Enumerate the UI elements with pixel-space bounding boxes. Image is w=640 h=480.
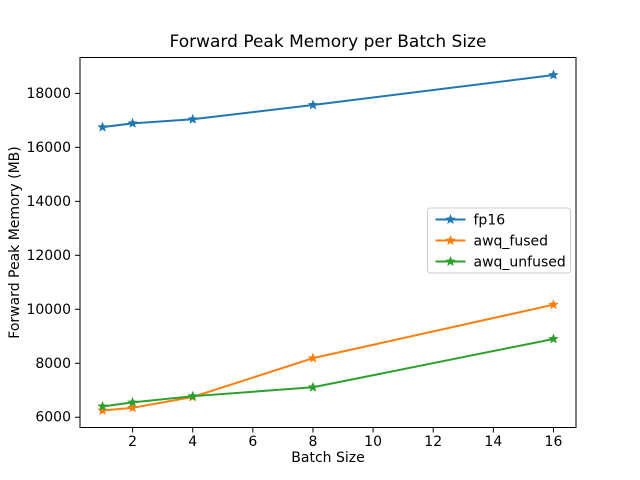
chart-title: Forward Peak Memory per Batch Size <box>170 32 487 52</box>
y-tick-label: 16000 <box>26 140 71 156</box>
y-tick-label: 10000 <box>26 302 71 318</box>
series-awq_fused-marker <box>307 352 319 363</box>
y-tick-label: 18000 <box>26 86 71 102</box>
x-tick-label: 8 <box>309 434 318 450</box>
x-tick-label: 10 <box>364 434 382 450</box>
legend-marker-awq_fused <box>445 235 456 245</box>
plot-area <box>79 57 577 428</box>
series-awq_fused-marker <box>548 299 559 310</box>
series-awq_unfused-marker <box>187 390 198 401</box>
x-tick-label: 2 <box>128 434 137 450</box>
series-awq_unfused-marker <box>97 400 108 411</box>
y-tick-label: 6000 <box>35 410 71 426</box>
series-awq_unfused-marker <box>127 396 138 407</box>
series-awq_fused-line <box>102 303 554 412</box>
series-fp16-marker <box>548 69 559 80</box>
x-tick-label: 14 <box>484 434 502 450</box>
y-tick-label: 12000 <box>26 248 71 264</box>
series-awq_unfused-marker <box>307 381 319 392</box>
legend-marker-awq_unfused <box>445 256 456 266</box>
series-fp16-line <box>102 74 554 129</box>
series-awq_fused-marker <box>97 405 108 415</box>
x-tick-label: 4 <box>188 434 197 450</box>
legend-box <box>427 207 571 274</box>
x-tick-label: 6 <box>248 434 257 450</box>
series-fp16-marker <box>307 99 319 110</box>
series-awq_unfused-marker <box>548 333 559 344</box>
x-axis-label: Batch Size <box>291 450 364 466</box>
legend-marker-fp16 <box>445 214 456 224</box>
legend-label-awq_fused: awq_fused <box>474 234 549 250</box>
x-tick-label: 16 <box>545 434 563 450</box>
y-tick-label: 8000 <box>35 356 71 372</box>
series-awq_fused-marker <box>127 402 138 413</box>
series-awq_unfused-line <box>102 337 554 408</box>
y-axis-label: Forward Peak Memory (MB) <box>7 146 23 338</box>
series-fp16-marker <box>187 113 198 124</box>
legend-label-awq_unfused: awq_unfused <box>474 255 566 271</box>
series-fp16-marker <box>97 121 108 132</box>
legend-label-fp16: fp16 <box>474 213 506 229</box>
series-fp16-marker <box>127 117 138 128</box>
x-tick-label: 12 <box>424 434 442 450</box>
y-tick-label: 14000 <box>26 194 71 210</box>
